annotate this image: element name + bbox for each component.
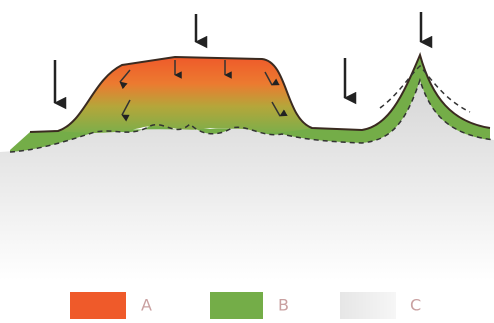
- legend-swatch-a: [70, 292, 126, 319]
- legend-label: A: [141, 296, 152, 315]
- diagram: A B C: [0, 0, 494, 323]
- layer-a: [58, 57, 312, 133]
- legend-swatch-c: [340, 292, 396, 319]
- legend-label: B: [278, 296, 289, 315]
- legend-swatch-b: [210, 292, 263, 319]
- legend-label: C: [410, 296, 421, 315]
